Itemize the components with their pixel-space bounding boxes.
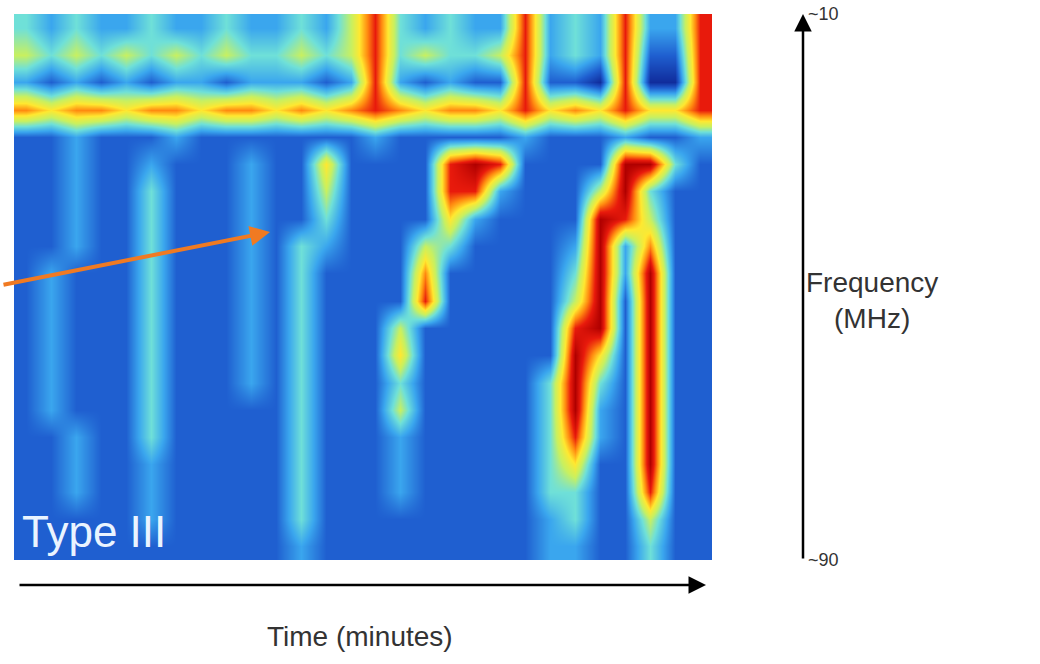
- svg-text:Time (minutes): Time (minutes): [267, 621, 453, 652]
- svg-text:~10: ~10: [808, 4, 839, 24]
- svg-text:Type III: Type III: [22, 507, 166, 556]
- svg-text:Frequency(MHz): Frequency(MHz): [806, 267, 938, 334]
- svg-text:~90: ~90: [808, 550, 839, 570]
